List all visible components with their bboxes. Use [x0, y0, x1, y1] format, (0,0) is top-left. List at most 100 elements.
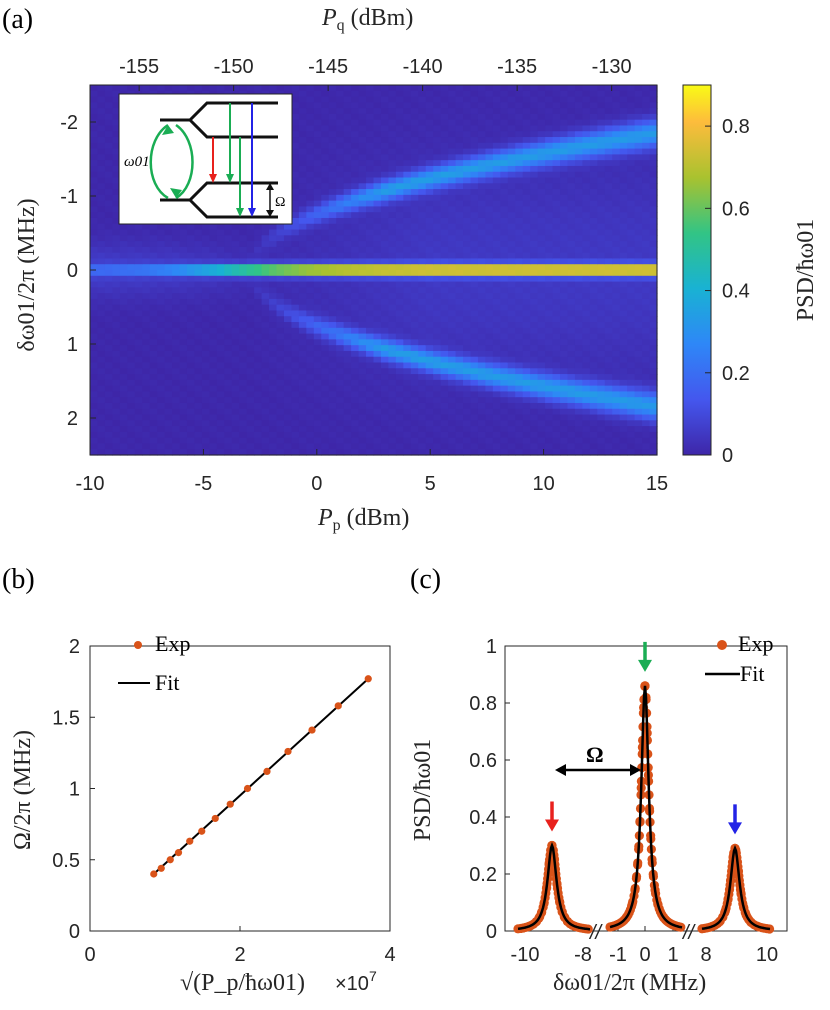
heatmap-cell — [90, 131, 99, 138]
heatmap-cell — [321, 449, 330, 456]
heatmap-cell — [574, 368, 583, 375]
inset-level-diagram: ω01 Ω — [118, 93, 293, 225]
heatmap-cell — [522, 142, 531, 150]
heatmap-cell — [216, 356, 225, 364]
heatmap-cell — [298, 443, 307, 450]
heatmap-cell — [619, 339, 628, 346]
heatmap-cell — [597, 310, 606, 317]
heatmap-cell — [306, 339, 315, 346]
heatmap-cell — [216, 379, 225, 387]
heatmap-cell — [530, 148, 539, 155]
heatmap-cell — [201, 426, 210, 433]
heatmap-cell — [134, 310, 143, 317]
heatmap-cell — [455, 408, 464, 416]
heatmap-cell — [448, 177, 457, 184]
heatmap-cell — [455, 90, 464, 98]
heatmap-cell — [112, 108, 121, 115]
heatmap-cell — [448, 171, 457, 179]
heatmap-cell — [149, 449, 158, 456]
heatmap-cell — [545, 119, 554, 127]
heatmap-cell — [545, 148, 554, 155]
heatmap-cell — [425, 443, 434, 450]
heatmap-cell — [403, 194, 412, 202]
heatmap-cell — [194, 397, 203, 404]
heatmap-cell — [515, 252, 524, 260]
heatmap-cell — [448, 304, 457, 312]
heatmap-cell — [112, 125, 121, 132]
heatmap-cell — [627, 293, 636, 300]
heatmap-cell — [403, 443, 412, 450]
heatmap-cell — [522, 177, 531, 184]
heatmap-cell — [388, 148, 397, 155]
heatmap-cell — [410, 385, 419, 393]
heatmap-cell — [634, 223, 643, 231]
heatmap-cell — [254, 379, 263, 387]
heatmap-cell — [224, 304, 233, 312]
heatmap-cell — [291, 356, 300, 364]
heatmap-cell — [642, 137, 651, 144]
heatmap-cell — [560, 414, 569, 421]
heatmap-cell — [463, 350, 472, 358]
heatmap-cell — [261, 408, 270, 416]
heatmap-cell — [395, 426, 404, 433]
heatmap-cell — [418, 385, 427, 393]
heatmap-cell — [380, 316, 390, 323]
heatmap-cell — [104, 437, 113, 445]
heatmap-cell — [209, 229, 218, 236]
heatmap-cell — [380, 304, 390, 312]
heatmap-cell — [134, 322, 143, 329]
heatmap-cell — [127, 241, 136, 248]
heatmap-cell — [149, 402, 158, 410]
heatmap-cell — [470, 414, 479, 421]
heatmap-cell — [276, 293, 285, 300]
heatmap-cell — [373, 397, 382, 404]
heatmap-cell — [112, 362, 121, 369]
heatmap-cell — [642, 345, 651, 352]
heatmap-cell — [343, 322, 352, 329]
heatmap-cell — [410, 119, 419, 127]
heatmap-cell — [470, 113, 479, 121]
heatmap-cell — [380, 258, 390, 265]
heatmap-cell — [545, 189, 554, 196]
heatmap-cell — [321, 368, 330, 375]
heatmap-cell — [627, 90, 636, 98]
heatmap-cell — [164, 246, 173, 254]
heatmap-cell — [254, 362, 263, 369]
heatmap-cell — [440, 298, 449, 306]
heatmap-cell — [589, 420, 598, 427]
heatmap-cell — [627, 246, 636, 254]
heatmap-cell — [343, 223, 352, 231]
heatmap-cell — [649, 397, 658, 404]
heatmap-cell — [537, 235, 546, 242]
heatmap-cell — [530, 212, 539, 219]
heatmap-cell — [351, 420, 360, 427]
heatmap-cell — [366, 339, 375, 346]
heatmap-cell — [649, 449, 658, 456]
heatmap-cell — [403, 431, 412, 439]
heatmap-cell — [328, 368, 337, 375]
heatmap-cell — [157, 85, 166, 92]
y-tick-label-c: 0.4 — [469, 807, 497, 829]
heatmap-cell — [604, 270, 613, 277]
heatmap-cell — [186, 391, 196, 398]
heatmap-cell — [455, 391, 464, 398]
heatmap-cell — [209, 397, 218, 404]
heatmap-cell — [119, 350, 128, 358]
heatmap-cell — [545, 408, 554, 416]
heatmap-cell — [119, 287, 128, 294]
heatmap-cell — [395, 264, 404, 271]
heatmap-cell — [500, 327, 509, 335]
heatmap-cell — [224, 431, 233, 439]
heatmap-cell — [425, 113, 434, 121]
heatmap-cell — [201, 362, 210, 369]
plot-b-y-label: Ω/2π (MHz) — [10, 730, 36, 850]
heatmap-cell — [597, 183, 606, 190]
heatmap-cell — [283, 362, 293, 369]
heatmap-cell — [634, 235, 643, 242]
heatmap-cell — [589, 90, 598, 98]
heatmap-cell — [418, 96, 427, 103]
heatmap-cell — [574, 345, 583, 352]
omega-bracket-bottom — [266, 210, 274, 217]
heatmap-cell — [455, 154, 464, 161]
heatmap-cell — [440, 350, 449, 358]
